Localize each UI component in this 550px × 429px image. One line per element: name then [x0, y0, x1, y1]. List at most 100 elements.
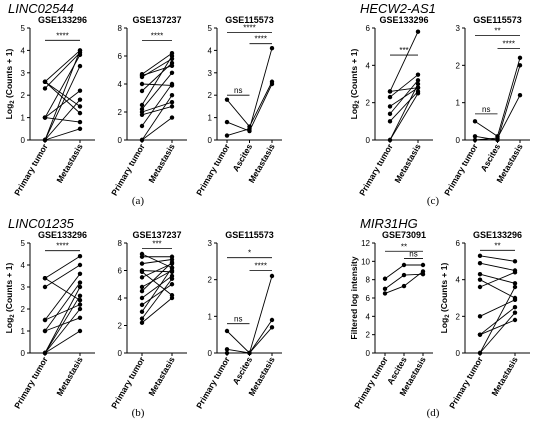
data-point	[512, 270, 518, 275]
x-category-label: Primary tumor	[447, 354, 485, 410]
data-point	[77, 262, 83, 268]
data-point	[387, 104, 393, 109]
data-point	[169, 265, 175, 270]
panel-letter-c: (c)	[427, 195, 440, 207]
paired-line	[44, 282, 81, 332]
paired-line	[141, 297, 173, 324]
data-point	[415, 81, 421, 87]
y-tick-label: 2	[366, 331, 371, 340]
data-point	[139, 302, 145, 308]
data-point	[77, 119, 83, 125]
paired-line	[141, 261, 173, 292]
panel-title: GSE115573	[473, 15, 522, 25]
paired-line	[389, 74, 419, 98]
data-point	[42, 350, 48, 356]
data-point	[512, 304, 518, 310]
x-category-label: Metastasis	[54, 142, 85, 185]
data-point	[269, 45, 275, 51]
data-point	[77, 110, 83, 116]
paired-line	[479, 271, 516, 288]
x-category-label: Primary tumor	[357, 141, 395, 197]
data-point	[42, 79, 48, 84]
data-point	[387, 137, 393, 143]
data-point	[247, 126, 252, 131]
data-point	[77, 306, 83, 312]
data-point	[415, 89, 421, 94]
y-tick-label: 1	[21, 327, 26, 336]
paired-line	[44, 286, 81, 354]
data-point	[415, 29, 421, 34]
data-point	[42, 86, 48, 91]
panel-title: GSE137237	[132, 15, 181, 25]
data-point	[139, 309, 145, 314]
y-tick-label: 3	[208, 69, 213, 78]
panel-title: GSE133296	[38, 230, 87, 240]
significance-label: ns	[409, 250, 417, 259]
data-point	[387, 111, 393, 117]
paired-line	[44, 81, 81, 107]
data-point	[477, 314, 483, 319]
data-point	[139, 269, 145, 275]
paired-line	[141, 72, 173, 110]
data-point	[77, 328, 83, 334]
data-point	[139, 320, 145, 325]
data-point	[77, 48, 83, 53]
data-point	[169, 115, 175, 120]
panel-title: GSE137237	[132, 230, 181, 240]
data-point	[269, 273, 275, 279]
data-point	[77, 126, 83, 131]
y-tick-label: 5	[21, 239, 26, 248]
data-point	[139, 254, 145, 259]
chart-panel-d2: GSE133296 0 2 4 6 Log2 (Counts + 1) Primary tu…	[439, 230, 530, 410]
paired-line	[141, 94, 173, 141]
paired-line	[44, 264, 81, 288]
y-tick-label: 6	[456, 239, 461, 248]
data-point	[77, 284, 83, 290]
y-tick-label: 2	[21, 305, 26, 314]
chart-panel-a2: GSE137237 0 2 4 6 8 Primary tumor Metastasis ***…	[109, 15, 187, 197]
data-point	[477, 260, 483, 266]
data-point	[269, 317, 275, 323]
data-point	[139, 295, 145, 301]
chart-panel-b2: GSE137237 0 2 4 6 8 Primary tumor Metastasis ***	[109, 230, 187, 410]
gene-label: MIR31HG	[360, 216, 418, 231]
paired-line	[141, 83, 173, 127]
paired-line	[389, 87, 419, 92]
y-axis-label: Log2 (Counts + 1)	[4, 263, 16, 334]
data-point	[472, 134, 478, 139]
data-point	[77, 88, 83, 93]
paired-line	[141, 283, 173, 306]
panel-letter-a: (a)	[132, 195, 145, 207]
data-point	[382, 286, 388, 292]
y-tick-label: 3	[208, 239, 213, 248]
data-point	[139, 288, 145, 294]
y-tick-label: 1	[208, 312, 213, 321]
significance-label: ****	[56, 242, 68, 251]
data-point	[169, 276, 175, 281]
y-tick-label: 1	[208, 114, 213, 123]
data-point	[477, 271, 483, 277]
data-point	[139, 81, 145, 87]
data-point	[512, 317, 518, 323]
x-category-label: Primary tumor	[194, 354, 232, 410]
y-tick-label: 1	[21, 114, 26, 123]
x-category-label: Primary tumor	[109, 354, 147, 410]
data-point	[139, 112, 145, 118]
data-point	[77, 271, 83, 276]
data-point	[382, 291, 388, 296]
data-point	[77, 104, 83, 109]
significance-label: **	[494, 26, 500, 35]
data-point	[42, 137, 48, 143]
panel-letter-d: (d)	[427, 407, 440, 419]
data-point	[472, 137, 478, 143]
y-tick-label: 4	[118, 80, 123, 89]
data-point	[42, 328, 48, 334]
data-point	[139, 123, 145, 129]
data-point	[42, 276, 48, 281]
significance-label: ns	[482, 105, 490, 114]
paired-line	[474, 65, 521, 141]
paired-line	[141, 83, 173, 86]
data-point	[224, 119, 230, 125]
paired-line	[141, 101, 173, 113]
